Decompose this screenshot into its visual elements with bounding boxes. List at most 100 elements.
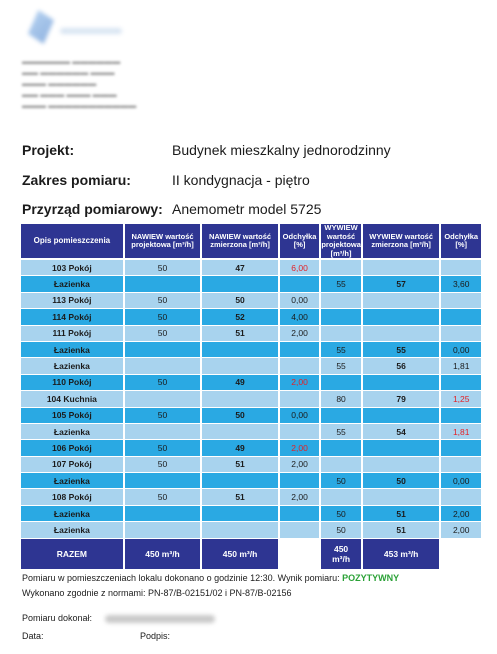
wywiew-odch-cell [441, 325, 483, 342]
nawiew-odch-cell [279, 473, 322, 490]
wywiew-meas-cell [362, 260, 442, 277]
logo-wordmark [60, 28, 122, 34]
wywiew-odch-cell: 0,00 [441, 473, 483, 490]
wywiew-proj-cell: 55 [321, 276, 363, 293]
nawiew-odch-cell [279, 505, 322, 523]
nawiew-meas-cell: 49 [202, 374, 280, 392]
wywiew-odch-cell [441, 309, 483, 326]
header-room: Opis pomieszczenia [21, 224, 125, 260]
wywiew-odch-cell: 3,60 [441, 276, 483, 293]
nawiew-proj-cell [124, 423, 203, 441]
nawiew-meas-cell: 50 [202, 292, 280, 310]
wywiew-odch-cell [441, 260, 483, 277]
nawiew-proj-cell [124, 341, 203, 359]
nawiew-odch-cell: 2,00 [279, 456, 322, 474]
wywiew-meas-cell [362, 309, 442, 326]
nawiew-odch-cell: 0,00 [279, 407, 322, 424]
table-row: Łazienka 55 57 3,60 [21, 276, 483, 293]
nawiew-odch-cell [279, 522, 322, 539]
wywiew-meas-cell: 55 [362, 341, 442, 359]
scope-label: Zakres pomiaru: [22, 172, 131, 188]
room-cell: 107 Pokój [21, 456, 125, 474]
wywiew-proj-cell: 55 [321, 341, 363, 359]
nawiew-proj-cell: 50 [124, 407, 203, 424]
wywiew-proj-cell [321, 292, 363, 310]
table-row: 113 Pokój 50 50 0,00 [21, 292, 483, 310]
room-cell: 106 Pokój [21, 440, 125, 457]
wywiew-proj-cell [321, 440, 363, 457]
footer-inspector: Pomiaru dokonał: [22, 613, 215, 623]
nawiew-proj-cell [124, 505, 203, 523]
table-row: 103 Pokój 50 47 6,00 [21, 260, 483, 277]
room-cell: 103 Pokój [21, 260, 125, 277]
room-cell: Łazienka [21, 473, 125, 490]
nawiew-proj-cell: 50 [124, 456, 203, 474]
wywiew-proj-cell [321, 489, 363, 506]
nawiew-proj-cell: 50 [124, 309, 203, 326]
nawiew-odch-cell: 2,00 [279, 489, 322, 506]
nawiew-meas-cell [202, 505, 280, 523]
room-cell: Łazienka [21, 341, 125, 359]
footer-line1: Pomiaru w pomieszczeniach lokalu dokonan… [22, 573, 340, 583]
nawiew-odch-cell: 0,00 [279, 292, 322, 310]
totals-row: RAZEM 450 m³/h 450 m³/h 450 m³/h 453 m³/… [21, 538, 483, 569]
wywiew-meas-cell: 54 [362, 423, 442, 441]
table-row: 107 Pokój 50 51 2,00 [21, 456, 483, 474]
wywiew-proj-cell [321, 456, 363, 474]
wywiew-meas-cell: 51 [362, 505, 442, 523]
wywiew-odch-cell [441, 456, 483, 474]
table-row: Łazienka 55 56 1,81 [21, 358, 483, 375]
nawiew-meas-cell: 51 [202, 325, 280, 342]
nawiew-meas-cell [202, 276, 280, 293]
inspector-label: Pomiaru dokonał: [22, 613, 93, 623]
table-row: 110 Pokój 50 49 2,00 [21, 374, 483, 392]
table-row: Łazienka 50 50 0,00 [21, 473, 483, 490]
header-nawiew-odch: Odchyłka [%] [279, 224, 322, 260]
wywiew-odch-cell: 0,00 [441, 341, 483, 359]
nawiew-proj-cell [124, 276, 203, 293]
wywiew-proj-cell [321, 325, 363, 342]
result-badge: POZYTYWNY [342, 573, 400, 583]
nawiew-odch-cell [279, 391, 322, 408]
nawiew-odch-cell [279, 423, 322, 441]
table-row: 106 Pokój 50 49 2,00 [21, 440, 483, 457]
nawiew-proj-cell [124, 473, 203, 490]
nawiew-meas-cell [202, 522, 280, 539]
instrument-label: Przyrząd pomiarowy: [22, 201, 163, 217]
nawiew-proj-cell [124, 358, 203, 375]
wywiew-meas-cell [362, 325, 442, 342]
room-cell: Łazienka [21, 505, 125, 523]
header-wywiew-proj: WYWIEW wartość projektowa [m³/h] [321, 223, 363, 260]
room-cell: 113 Pokój [21, 292, 125, 310]
totals-wywiew-proj: 450 m³/h [321, 538, 363, 569]
wywiew-meas-cell [362, 407, 442, 424]
wywiew-proj-cell [321, 407, 363, 424]
room-cell: Łazienka [21, 522, 125, 539]
footer-signature: Podpis: [140, 631, 171, 641]
scope-value: II kondygnacja - piętro [172, 172, 310, 188]
table-row: 114 Pokój 50 52 4,00 [21, 309, 483, 326]
wywiew-proj-cell: 50 [321, 505, 363, 523]
header-wywiew-meas: WYWIEW wartość zmierzona [m³/h] [362, 224, 442, 260]
room-cell: 105 Pokój [21, 407, 125, 424]
wywiew-proj-cell [321, 260, 363, 277]
project-value: Budynek mieszkalny jednorodzinny [172, 142, 391, 158]
room-cell: 114 Pokój [21, 309, 125, 326]
nawiew-meas-cell: 49 [202, 440, 280, 457]
room-cell: 111 Pokój [21, 325, 125, 342]
logo-mark [28, 10, 54, 44]
measurement-table: Opis pomieszczenia NAWIEW wartość projek… [21, 223, 483, 569]
wywiew-proj-cell [321, 309, 363, 326]
wywiew-meas-cell: 50 [362, 473, 442, 490]
company-logo [22, 10, 132, 50]
nawiew-odch-cell: 2,00 [279, 374, 322, 392]
header-wywiew-odch: Odchyłka [%] [441, 224, 483, 260]
wywiew-odch-cell [441, 292, 483, 310]
table-row: 108 Pokój 50 51 2,00 [21, 489, 483, 506]
table-row: 105 Pokój 50 50 0,00 [21, 407, 483, 424]
room-cell: 108 Pokój [21, 489, 125, 506]
nawiew-odch-cell: 2,00 [279, 325, 322, 342]
nawiew-meas-cell [202, 391, 280, 408]
table-row: 111 Pokój 50 51 2,00 [21, 325, 483, 342]
totals-gap-2 [441, 538, 483, 569]
